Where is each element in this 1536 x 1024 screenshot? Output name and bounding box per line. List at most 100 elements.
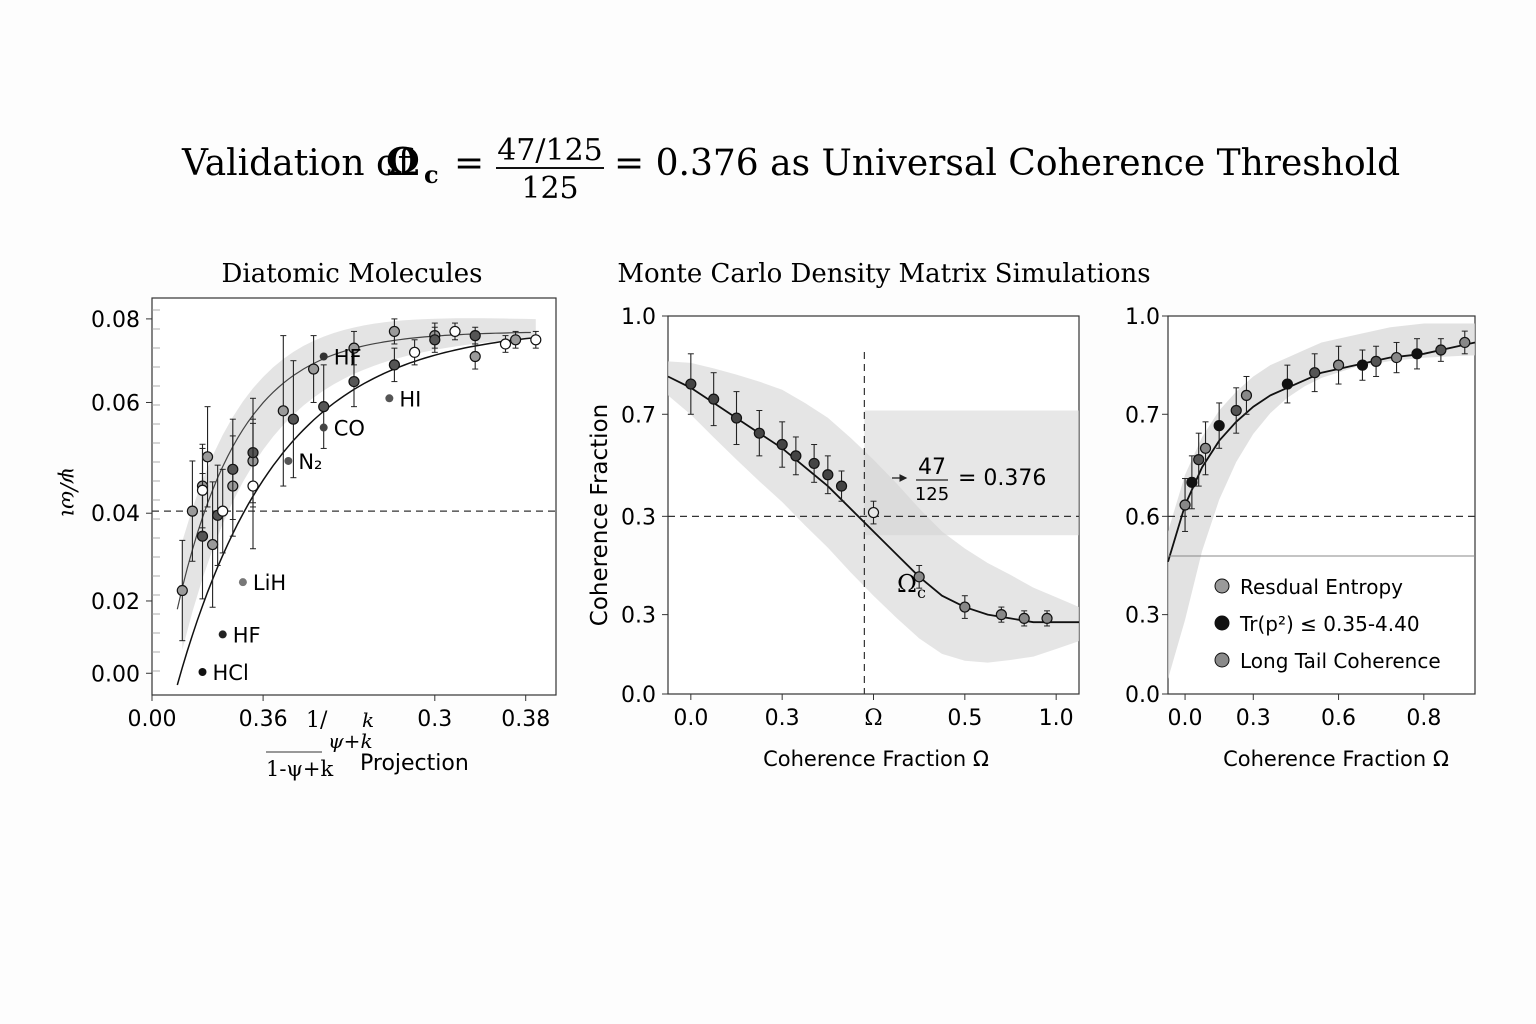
data-point <box>176 584 188 597</box>
chart-panel-coherence-growth: 1.0 0.7 0.6 0.3 0.0 0.0 0.3 0.6 0.8 Resdual Entr… <box>1125 305 1476 771</box>
data-point <box>499 338 512 350</box>
data-point <box>776 438 788 451</box>
data-point <box>913 571 925 583</box>
data-point <box>388 359 400 371</box>
x-tick-label: 0.6 <box>1321 706 1356 731</box>
data-point <box>287 413 299 425</box>
molecule-label: CO <box>334 417 365 441</box>
main-title: Validation of Ω c = 47/125 125 = 0.376 a… <box>181 133 1400 206</box>
molecule-label: HF <box>233 623 261 647</box>
data-point <box>201 451 214 463</box>
x-tick-label: 1.0 <box>1039 706 1074 731</box>
legend-marker <box>1214 652 1230 668</box>
title-fraction-denominator: 125 <box>521 171 578 206</box>
data-point <box>995 609 1007 621</box>
data-point <box>217 505 229 517</box>
y-tick-label: 0.00 <box>91 662 140 687</box>
data-point <box>1281 378 1293 390</box>
data-point <box>1240 389 1253 401</box>
y-tick-label: 1.0 <box>621 305 656 330</box>
legend-marker <box>1214 578 1230 594</box>
panel-3-confidence-band <box>1168 323 1475 679</box>
y-tick-label: 0.02 <box>91 590 140 615</box>
x-label-fraction-denominator: 1-ψ+k <box>266 757 334 781</box>
data-point <box>708 393 720 405</box>
y-tick-label: 0.3 <box>621 604 656 629</box>
y-tick-label: 0.0 <box>621 683 656 708</box>
title-subscript: c <box>424 160 439 189</box>
data-point <box>1356 359 1369 371</box>
data-point <box>207 538 219 551</box>
omega-c-subscript: c <box>917 583 926 602</box>
title-equals: = <box>454 143 484 184</box>
data-point <box>409 346 421 358</box>
data-point <box>1390 351 1403 364</box>
panel-2-points <box>685 353 1053 627</box>
confidence-band <box>182 318 536 650</box>
title-fraction-numerator: 47/125 <box>497 133 603 168</box>
omega-c-label: Ω <box>897 570 917 598</box>
y-tick-label: 0.7 <box>1125 403 1160 428</box>
data-point <box>247 480 259 492</box>
data-point <box>1370 355 1382 367</box>
panel-3-ticks: 1.0 0.7 0.6 0.3 0.0 0.0 0.3 0.6 0.8 <box>1125 305 1475 731</box>
shared-panel-title: Monte Carlo Density Matrix Simulations <box>617 259 1150 289</box>
y-tick-label: 0.7 <box>621 403 656 428</box>
panel-1-title: Diatomic Molecules <box>222 259 483 289</box>
data-point <box>959 601 971 613</box>
data-point <box>1193 454 1205 466</box>
molecule-marker <box>385 394 394 403</box>
x-tick-label: 0.0 <box>673 706 708 731</box>
data-point <box>790 450 802 462</box>
data-point <box>318 401 330 413</box>
data-point <box>1230 404 1242 417</box>
x-tick-label: 0.38 <box>501 707 550 732</box>
molecule-marker <box>218 630 227 639</box>
y-tick-label: 0.08 <box>91 308 140 333</box>
molecule-label: HF <box>334 346 362 370</box>
y-tick-label: 0.04 <box>91 502 140 527</box>
y-tick-label: 0.0 <box>1125 683 1160 708</box>
x-tick-label: 0.8 <box>1406 706 1441 731</box>
panel-3-points <box>1179 330 1471 532</box>
molecule-marker <box>238 578 247 587</box>
data-point <box>449 325 461 338</box>
y-tick-label: 1.0 <box>1125 305 1160 330</box>
data-point <box>1018 612 1030 625</box>
data-point <box>822 469 834 481</box>
molecule-marker <box>319 352 328 361</box>
data-point <box>753 427 765 439</box>
confidence-band <box>1168 323 1475 679</box>
data-point <box>277 405 289 417</box>
molecule-marker <box>319 423 328 432</box>
data-point <box>1459 336 1471 349</box>
molecule-marker <box>284 456 293 465</box>
data-point <box>186 505 198 517</box>
data-point <box>1411 348 1423 360</box>
data-point <box>530 334 542 346</box>
molecule-label: HI <box>399 387 421 411</box>
data-point <box>1309 367 1321 379</box>
legend-marker <box>1214 615 1230 631</box>
annotation-value: = 0.376 <box>958 466 1046 491</box>
legend-background <box>1200 560 1470 685</box>
panel-3-x-label: Coherence Fraction Ω <box>1223 747 1449 771</box>
molecule-label: N₂ <box>298 450 322 474</box>
title-suffix: = 0.376 as Universal Coherence Threshold <box>614 143 1400 184</box>
legend: Resdual Entropy Tr(p²) ≤ 0.35-4.40 Long Ta… <box>1214 575 1441 673</box>
data-point <box>429 334 441 346</box>
data-point <box>1179 499 1191 511</box>
x-tick-label: 0.3 <box>765 706 800 731</box>
panel-1-points <box>176 318 542 642</box>
data-point <box>835 480 848 492</box>
data-point <box>196 530 209 542</box>
panel-1-y-label: ψ/ωι <box>56 466 81 517</box>
annotation-fraction-numerator: 47 <box>918 455 946 480</box>
data-point <box>1332 359 1345 371</box>
x-tick-label: 0.3 <box>417 707 452 732</box>
x-tick-label: 0.36 <box>239 707 288 732</box>
title-symbol: Ω <box>386 139 420 184</box>
x-tick-label: Ω <box>864 706 882 731</box>
panel-1-ticks: 0.08 0.06 0.04 0.02 0.00 0.00 0.36 0.3 0.38 <box>91 308 556 732</box>
x-tick-label: 0.3 <box>1236 706 1271 731</box>
